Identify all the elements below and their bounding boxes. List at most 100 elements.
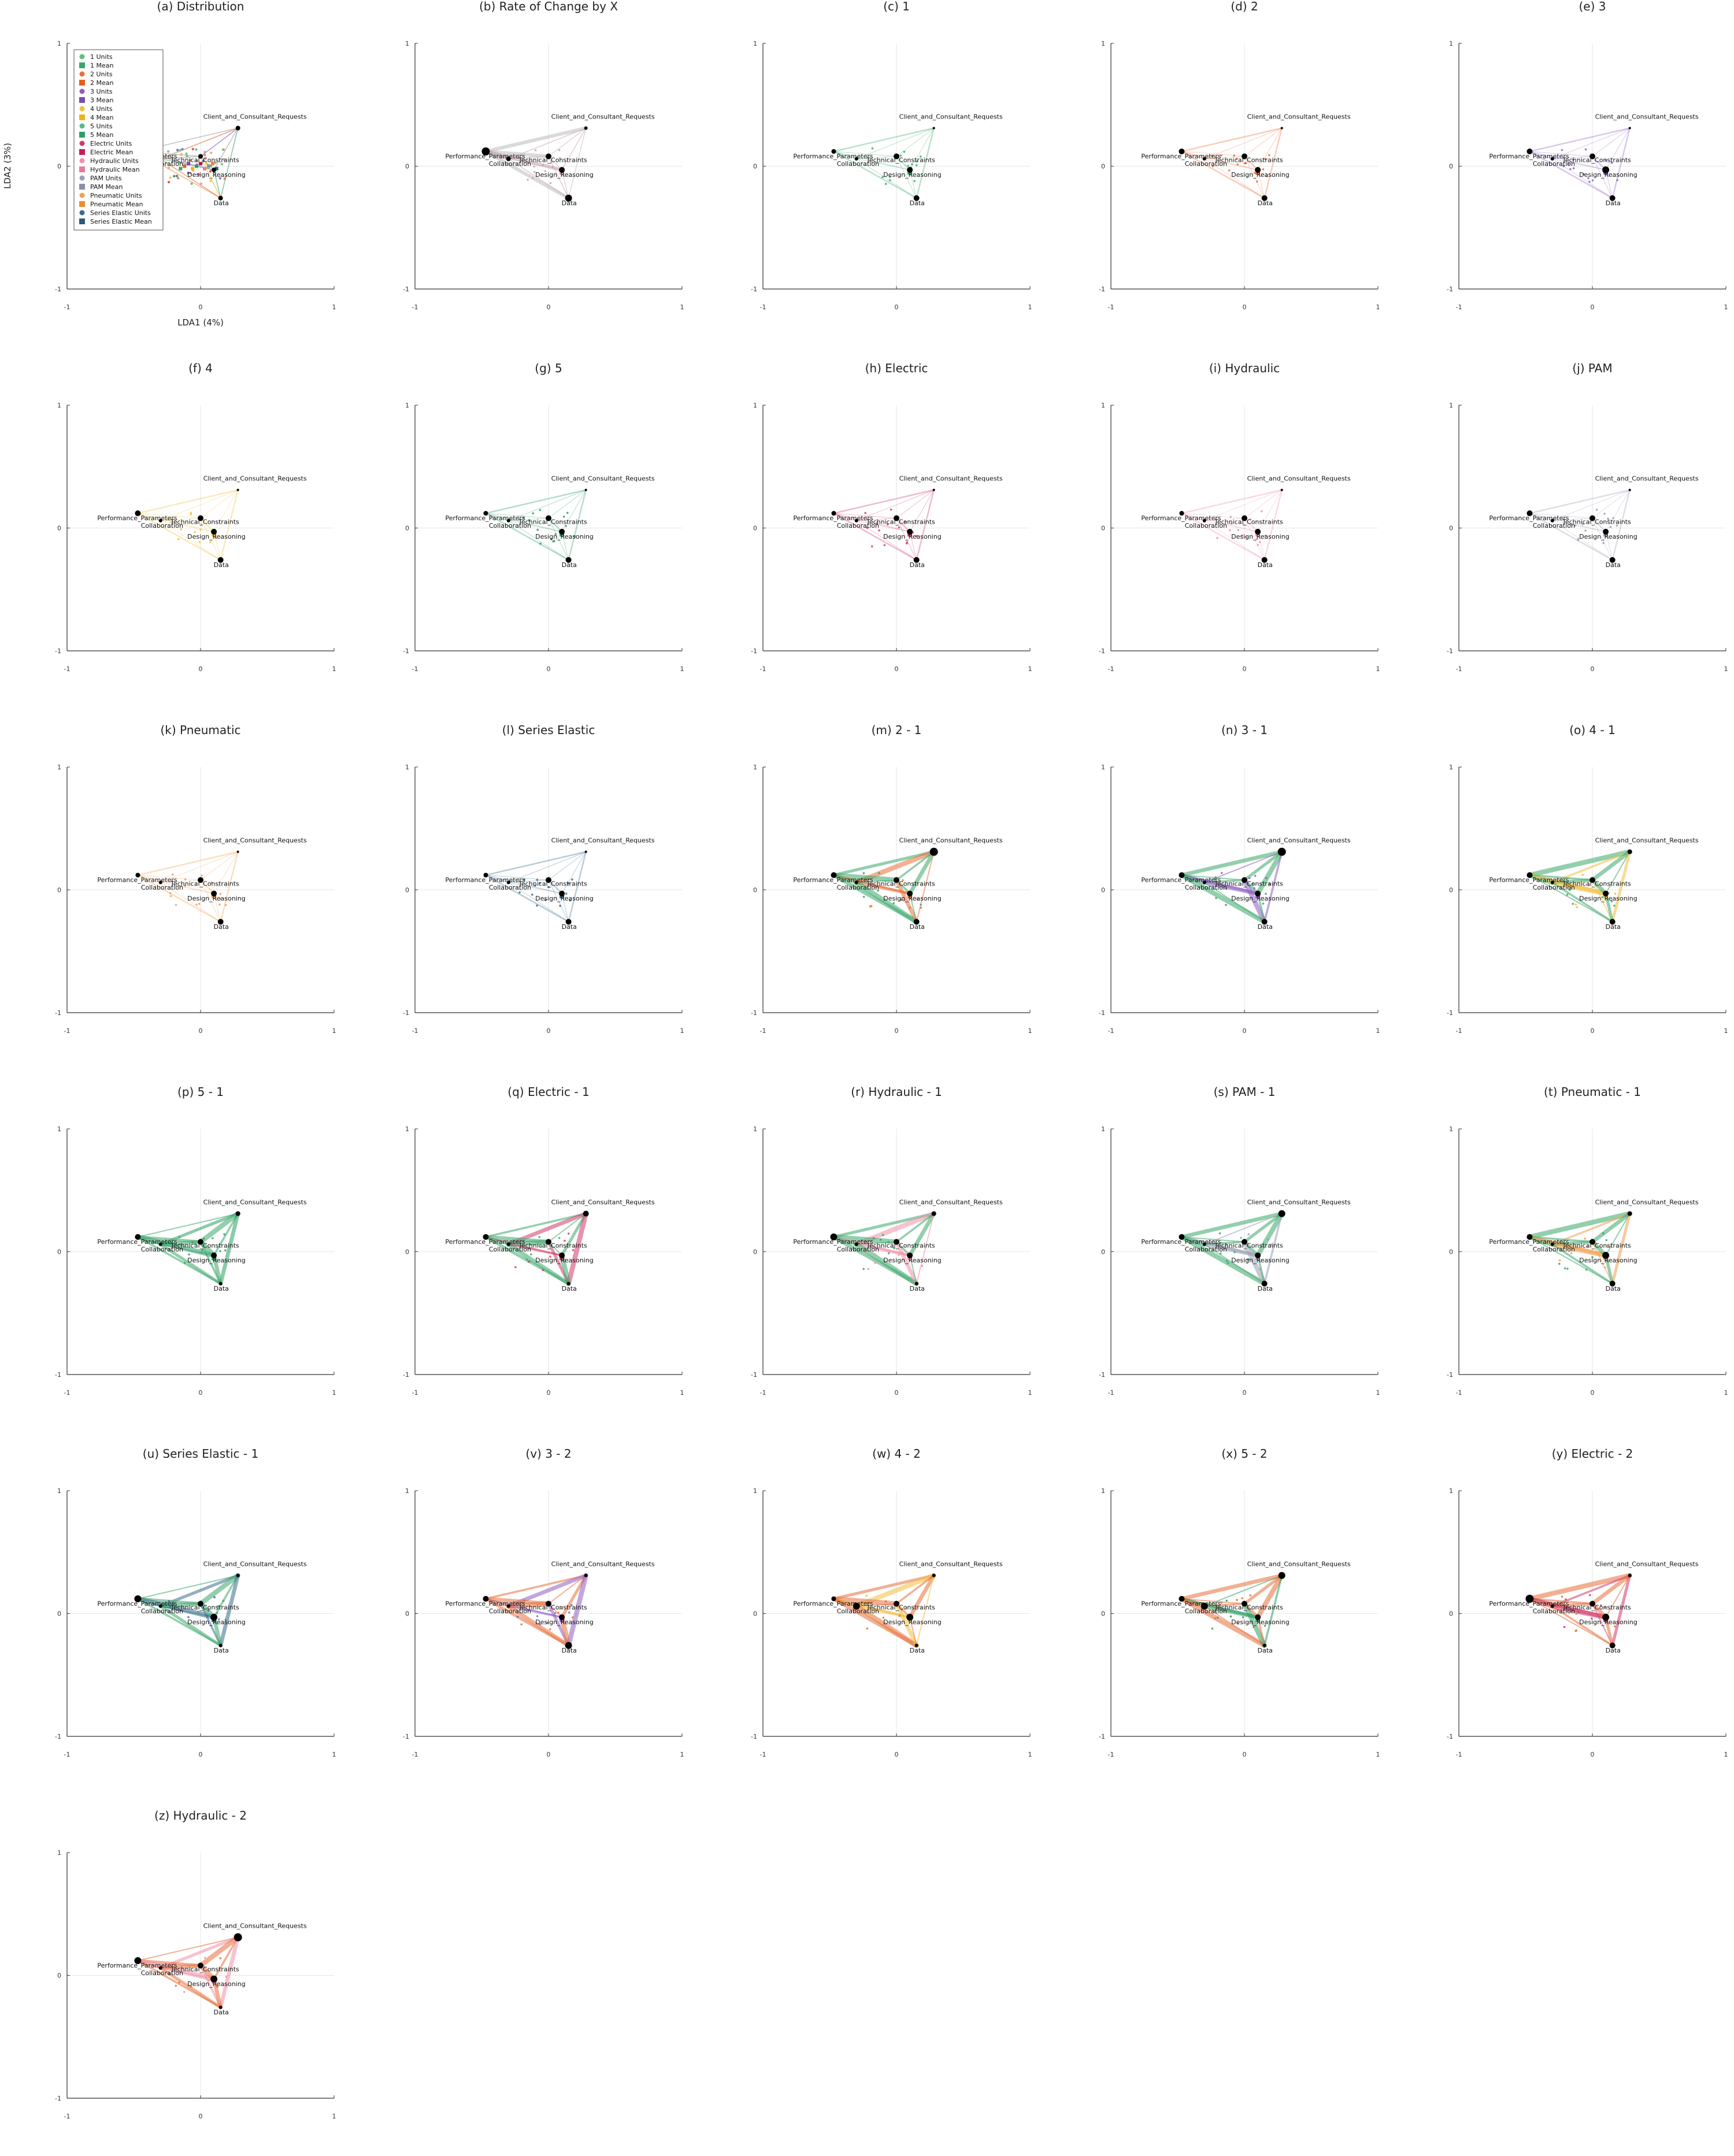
network-edge: [548, 851, 586, 880]
network-edge: [1263, 1574, 1283, 1647]
subplot-svg: (n) 3 - 1 -1 -1 0 0 1 1 Client_and_Consultant_R…: [1099, 723, 1380, 1035]
unit-point: [1605, 1239, 1608, 1242]
legend-marker: [79, 123, 85, 129]
y-tick-label: 1: [405, 1125, 409, 1133]
unit-point: [920, 906, 922, 909]
network-edge: [508, 851, 586, 883]
x-tick-label: -1: [1108, 1389, 1114, 1396]
unit-point: [1563, 1267, 1566, 1270]
network-edge: [1204, 490, 1282, 521]
network-node: [831, 511, 836, 516]
node-label: Design_Reasoning: [187, 171, 246, 179]
network-node: [1627, 1211, 1632, 1216]
unit-point: [1253, 1626, 1255, 1628]
unit-point: [1575, 1629, 1577, 1632]
subplot-svg: (v) 3 - 2 -1 -1 0 0 1 1 Client_and_Consultant_R…: [403, 1447, 684, 1758]
network-edge: [1181, 513, 1205, 521]
legend-entry: Hydraulic Units: [90, 157, 139, 165]
unit-point: [178, 1981, 181, 1984]
network-edge: [548, 517, 562, 532]
network-edge: [1611, 1212, 1632, 1286]
network-node: [914, 1281, 918, 1286]
network-node: [1550, 1604, 1554, 1608]
network-edge: [1203, 1243, 1265, 1284]
y-tick-label: 0: [1101, 163, 1105, 171]
node-label: Data: [1258, 923, 1273, 931]
unit-point: [183, 1262, 186, 1264]
unit-point: [1601, 896, 1604, 898]
unit-point: [1616, 524, 1618, 527]
unit-point: [531, 177, 534, 179]
unit-point: [1211, 1627, 1214, 1630]
x-tick-label: 0: [1243, 1389, 1247, 1396]
network-node: [894, 1601, 899, 1607]
subplot-svg: (m) 2 - 1 -1 -1 0 0 1 1 Client_and_Consultant_R…: [751, 723, 1032, 1035]
network-edge: [856, 156, 897, 160]
network-edge: [160, 520, 214, 532]
network-edge: [568, 128, 587, 198]
network-edge: [907, 1573, 936, 1620]
y-tick-label: -1: [403, 647, 409, 655]
unit-point: [881, 1233, 884, 1236]
y-tick-label: -1: [55, 2095, 61, 2102]
legend-entry: 3 Units: [90, 88, 113, 95]
unit-point: [921, 1265, 924, 1267]
unit-point: [1259, 1268, 1261, 1270]
network-edge: [200, 517, 214, 532]
network-edge: [1592, 128, 1630, 157]
y-tick-label: -1: [751, 1733, 757, 1740]
x-tick-label: 0: [1591, 1027, 1595, 1035]
network-node: [134, 1957, 142, 1964]
network-edge: [200, 128, 239, 157]
node-label: Performance_Parameters: [1141, 153, 1221, 160]
x-tick-label: 0: [547, 1389, 551, 1396]
unit-point: [1225, 1259, 1228, 1262]
network-node: [198, 1601, 203, 1607]
unit-point: [1255, 538, 1258, 540]
network-edge: [566, 1211, 588, 1286]
network-edge: [561, 851, 587, 894]
unit-point: [169, 1606, 172, 1608]
network-edge: [1244, 490, 1282, 518]
network-edge: [548, 1213, 587, 1243]
subplot-panel: (f) 4 -1 -1 0 0 1 1 Client_and_Consultant_Reque…: [0, 361, 347, 709]
y-tick-label: -1: [751, 286, 757, 293]
unit-point: [892, 902, 895, 905]
network-node: [1526, 1234, 1533, 1240]
node-label: Design_Reasoning: [883, 895, 942, 902]
unit-point: [1606, 1245, 1609, 1248]
y-tick-label: 0: [1101, 1610, 1105, 1618]
network-edge: [1529, 151, 1606, 171]
unit-point: [862, 1268, 865, 1270]
y-tick-label: 1: [405, 40, 409, 47]
network-edge: [833, 513, 910, 532]
legend-marker: [79, 106, 85, 112]
unit-point: [1264, 534, 1267, 537]
network-node: [559, 890, 565, 897]
x-tick-label: 1: [680, 665, 684, 673]
y-tick-label: 1: [753, 1487, 757, 1495]
unit-point: [1270, 1243, 1272, 1246]
unit-point: [873, 1253, 876, 1255]
network-edge: [831, 1596, 899, 1606]
network-node: [932, 488, 935, 491]
network-edge: [137, 1575, 239, 1599]
node-label: Design_Reasoning: [187, 1257, 246, 1264]
unit-point: [1575, 1612, 1578, 1615]
network-edge: [486, 513, 549, 518]
network-node: [932, 127, 935, 129]
unit-point: [188, 172, 192, 175]
network-edge: [833, 151, 857, 160]
unit-point: [170, 521, 173, 524]
y-tick-label: 0: [753, 1610, 757, 1618]
y-tick-label: -1: [55, 1733, 61, 1740]
node-label: Client_and_Consultant_Requests: [551, 113, 655, 121]
network-edge: [1179, 1234, 1267, 1286]
unit-point: [869, 1613, 871, 1616]
unit-point: [177, 538, 180, 540]
y-tick-label: 0: [57, 163, 61, 171]
node-label: Design_Reasoning: [883, 533, 942, 540]
x-tick-label: -1: [64, 665, 71, 673]
subplot-panel: (v) 3 - 2 -1 -1 0 0 1 1 Client_and_Consultant_R…: [348, 1447, 695, 1794]
network-node: [565, 557, 572, 563]
